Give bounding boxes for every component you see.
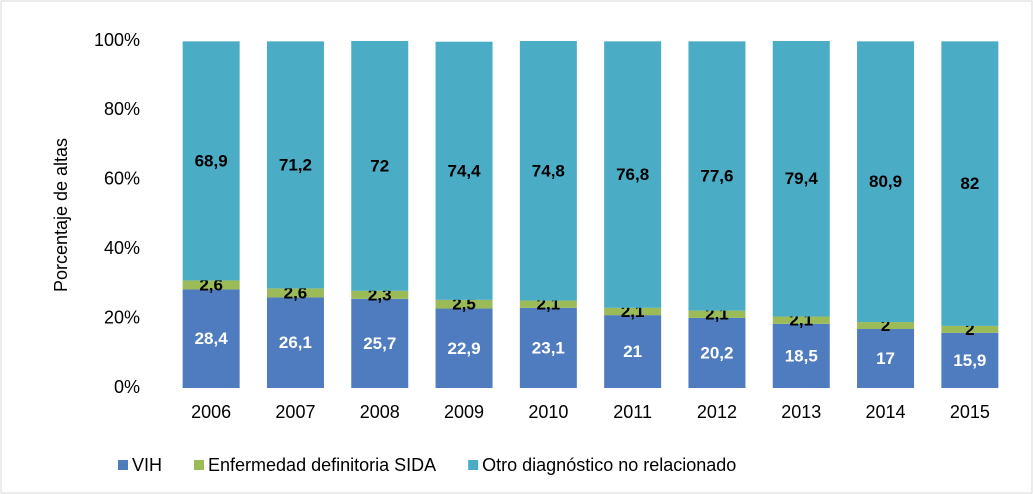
bar-segment <box>772 41 830 317</box>
bar-segment <box>266 288 324 298</box>
bar-segment <box>772 323 830 388</box>
data-label: 74,4 <box>448 161 482 180</box>
y-tick-label: 100% <box>94 30 140 50</box>
bar-segment <box>182 289 240 388</box>
bar-segment <box>688 41 746 311</box>
bar-segment <box>604 41 662 308</box>
data-label: 17 <box>876 349 895 368</box>
data-label: 82 <box>960 174 979 193</box>
data-label: 74,8 <box>532 161 565 180</box>
x-tick-label: 2015 <box>950 402 990 422</box>
x-tick-label: 2011 <box>613 402 652 422</box>
bar-segment <box>435 308 493 388</box>
x-tick-label: 2010 <box>528 402 568 422</box>
bar-segment <box>351 298 409 388</box>
bar-segment <box>182 280 240 290</box>
data-label: 2 <box>881 316 890 335</box>
data-label: 72 <box>370 156 389 175</box>
legend-swatch <box>194 460 205 470</box>
bar-segment <box>772 316 830 324</box>
data-label: 2 <box>965 320 974 339</box>
data-label: 26,1 <box>279 333 312 352</box>
x-tick-label: 2009 <box>444 402 484 422</box>
data-label: 68,9 <box>195 151 228 170</box>
bar-segment <box>351 290 409 299</box>
bar-segment <box>266 297 324 388</box>
bar-segment <box>435 41 493 300</box>
bar-segment <box>266 41 324 289</box>
bar-segment <box>351 41 409 291</box>
data-label: 77,6 <box>700 166 733 185</box>
y-axis-title: Porcentaje de altas <box>51 138 71 292</box>
bar-segment <box>688 310 746 318</box>
data-label: 15,9 <box>953 351 986 370</box>
legend-swatch <box>468 460 479 470</box>
bar-segment <box>519 41 577 301</box>
y-tick-label: 0% <box>114 377 140 397</box>
bar-segment <box>941 41 999 326</box>
legend-label: VIH <box>132 455 162 475</box>
bar-segment <box>604 315 662 388</box>
data-label: 76,8 <box>616 165 649 184</box>
y-tick-label: 60% <box>104 169 140 189</box>
bar-segment <box>857 329 915 388</box>
bar-segment <box>941 332 999 388</box>
x-tick-label: 2007 <box>275 402 315 422</box>
x-tick-label: 2012 <box>697 402 737 422</box>
bar-segment <box>857 322 915 330</box>
legend-label: Enfermedad definitoria SIDA <box>208 455 436 475</box>
bar-segment <box>604 307 662 316</box>
data-label: 79,4 <box>785 169 819 188</box>
y-tick-label: 80% <box>104 99 140 119</box>
data-label: 20,2 <box>700 343 733 362</box>
bar-segment <box>519 307 577 388</box>
data-label: 28,4 <box>195 329 229 348</box>
data-label: 71,2 <box>279 155 312 174</box>
data-label: 80,9 <box>869 172 902 191</box>
bar-segment <box>435 299 493 309</box>
bar-segment <box>941 325 999 333</box>
y-tick-label: 20% <box>104 307 140 327</box>
x-tick-label: 2013 <box>781 402 821 422</box>
bar-segment <box>519 300 577 308</box>
legend-label: Otro diagnóstico no relacionado <box>482 455 736 475</box>
x-tick-label: 2014 <box>866 402 906 422</box>
data-label: 25,7 <box>363 334 396 353</box>
data-label: 21 <box>623 342 642 361</box>
bar-segment <box>857 41 915 323</box>
data-label: 23,1 <box>532 338 565 357</box>
y-tick-label: 40% <box>104 238 140 258</box>
x-tick-label: 2008 <box>360 402 400 422</box>
x-tick-label: 2006 <box>191 402 231 422</box>
data-label: 18,5 <box>785 346 818 365</box>
legend-swatch <box>118 460 128 470</box>
bar-segment <box>182 41 240 281</box>
bar-segment <box>688 317 746 388</box>
data-label: 22,9 <box>448 339 481 358</box>
